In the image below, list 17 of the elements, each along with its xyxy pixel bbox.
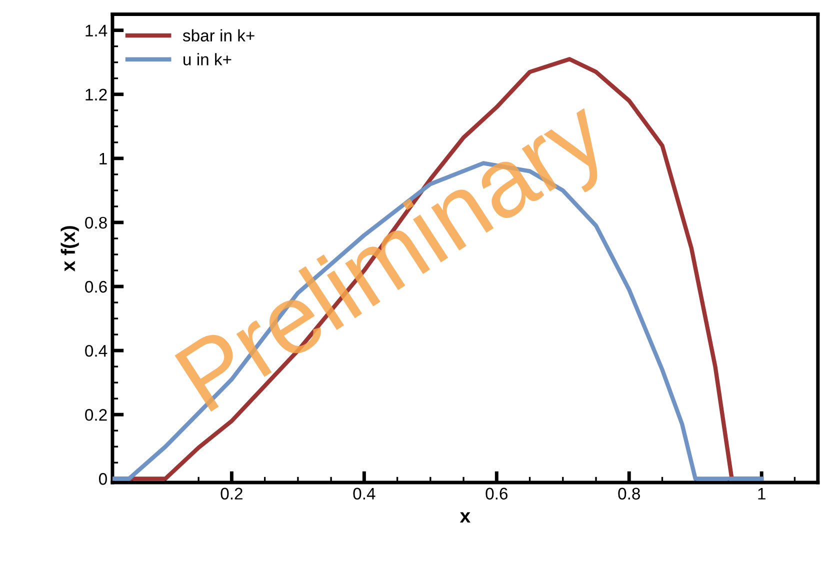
legend-label: u in k+ (184, 53, 232, 66)
y-tick-label: 0.2 (85, 409, 107, 421)
legend-label: sbar in k+ (182, 29, 254, 42)
x-tick-label: 0.2 (220, 488, 242, 500)
y-tick-label: 0.6 (85, 280, 107, 293)
x-tick-label: 0.8 (618, 488, 640, 500)
y-axis-title: x f(x) (60, 226, 79, 272)
y-tick-label: 0.8 (85, 216, 107, 229)
x-tick-label: 1 (758, 488, 766, 500)
y-tick-label: 1.2 (86, 88, 107, 100)
y-tick-label: 1.4 (86, 24, 108, 36)
x-axis-title: x (460, 512, 470, 523)
y-tick-label: 0 (98, 473, 107, 485)
y-tick-label: 0.4 (85, 344, 108, 357)
x-tick-label: 0.4 (353, 488, 376, 500)
y-tick-label: 1 (100, 152, 107, 164)
x-tick-label: 0.6 (486, 488, 508, 500)
